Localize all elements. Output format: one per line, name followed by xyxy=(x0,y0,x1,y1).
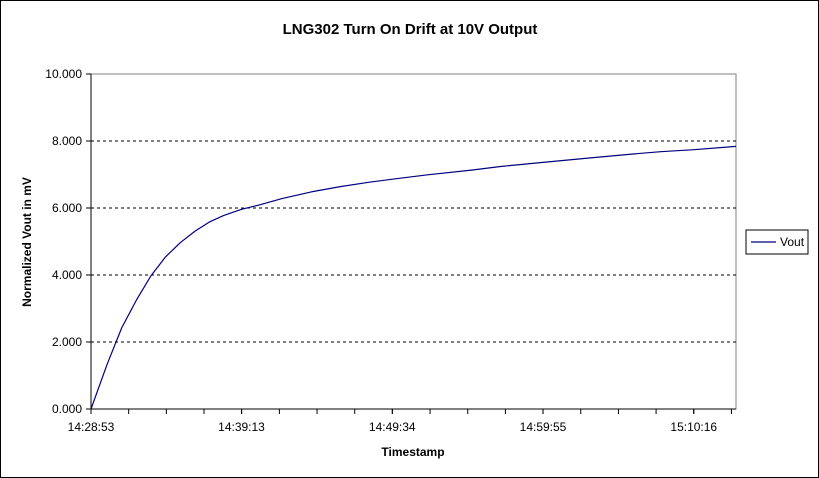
x-tick-label: 14:39:13 xyxy=(218,420,265,434)
y-tick-label: 6.000 xyxy=(52,201,82,215)
y-axis-title: Normalized Vout in mV xyxy=(20,177,34,307)
y-tick-label: 4.000 xyxy=(52,268,82,282)
chart-title: LNG302 Turn On Drift at 10V Output xyxy=(283,21,538,38)
plot-area: 0.000 2.000 4.000 6.000 8.000 10.000 14:28:53 1… xyxy=(45,67,737,434)
y-tick-label: 0.000 xyxy=(52,402,82,416)
x-axis-title: Timestamp xyxy=(381,445,444,459)
x-tick-label: 15:10:16 xyxy=(670,420,717,434)
plot-border xyxy=(90,73,737,410)
x-tick-label: 14:28:53 xyxy=(68,420,115,434)
y-tick-label: 8.000 xyxy=(52,134,82,148)
legend: Vout xyxy=(745,229,809,255)
legend-label-vout: Vout xyxy=(780,235,805,249)
x-tick-label: 14:59:55 xyxy=(520,420,567,434)
x-tick-label: 14:49:34 xyxy=(369,420,416,434)
legend-box xyxy=(745,229,809,255)
series-line-vout xyxy=(90,145,737,410)
y-tick-label: 10.000 xyxy=(45,67,82,81)
y-tick-label: 2.000 xyxy=(52,335,82,349)
